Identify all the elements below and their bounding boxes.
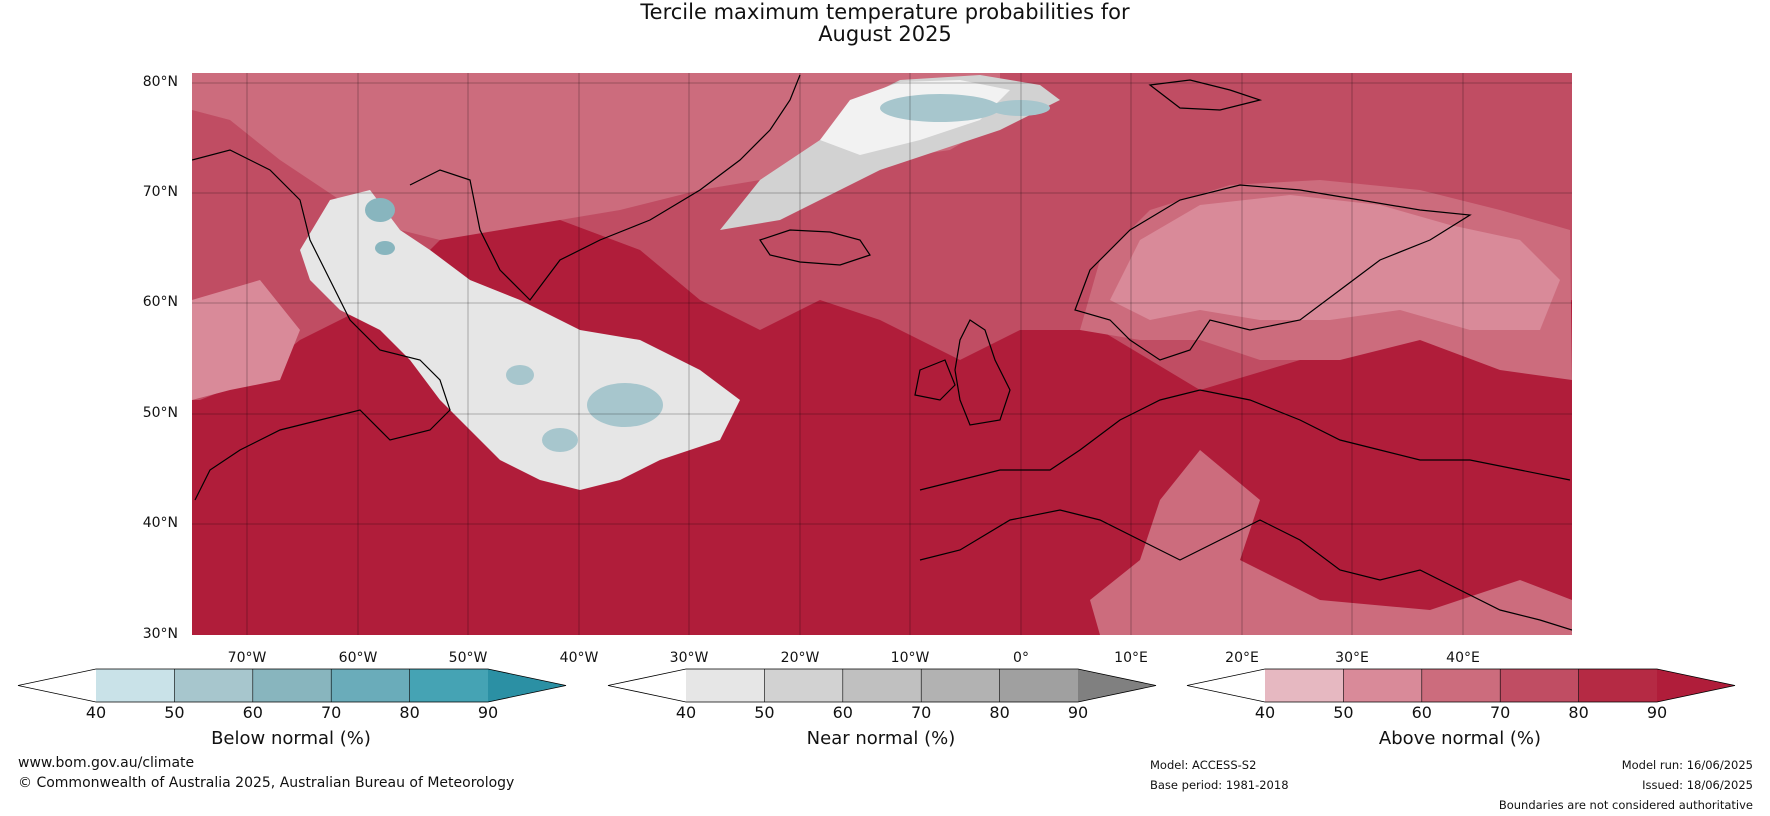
chart-title: Tercile maximum temperature probabilitie… xyxy=(640,0,1130,24)
coastline-svalbard xyxy=(1148,79,1263,111)
coastline-mediterranean xyxy=(919,509,1572,631)
above-60-region xyxy=(192,73,1000,240)
colorbar-tick-label: 70 xyxy=(1490,703,1511,722)
footer-disclaimer: Boundaries are not considered authoritat… xyxy=(1498,798,1753,812)
lon-label-0: 0° xyxy=(1013,650,1029,666)
colorbar-tick-label: 80 xyxy=(1568,703,1589,722)
below-normal-pocket-6 xyxy=(365,198,395,222)
coastline-uk xyxy=(954,319,1011,426)
below-normal-pocket-1 xyxy=(880,94,1000,122)
colorbar-outline xyxy=(17,668,567,703)
colorbar-tick-label: 60 xyxy=(1411,703,1432,722)
colorbar-outline xyxy=(607,668,1157,703)
lon-label-20e: 20°E xyxy=(1225,650,1259,666)
colorbar-tick-label: 60 xyxy=(832,703,853,722)
below-normal-pocket-5 xyxy=(506,365,534,385)
colorbar-tick-label: 50 xyxy=(164,703,185,722)
colorbar-tick-label: 80 xyxy=(399,703,420,722)
colorbar-tick-label: 50 xyxy=(1333,703,1354,722)
lon-label-30w: 30°W xyxy=(669,650,709,666)
colorbar-tick-label: 70 xyxy=(321,703,342,722)
lat-label-60n: 60°N xyxy=(142,294,178,310)
colorbar-outline xyxy=(1186,668,1736,703)
chart-subtitle: August 2025 xyxy=(818,22,952,46)
colorbar-tick-label: 70 xyxy=(911,703,932,722)
lon-label-60w: 60°W xyxy=(338,650,378,666)
lat-label-80n: 80°N xyxy=(142,74,178,90)
colorbar-extend-low xyxy=(1187,669,1265,702)
colorbar-segment xyxy=(174,669,253,702)
colorbar-tick-label: 40 xyxy=(675,703,697,722)
colorbar-segment xyxy=(409,669,488,702)
colorbar-segment xyxy=(921,669,1000,702)
lon-label-20w: 20°W xyxy=(780,650,820,666)
above-60-south-region xyxy=(1090,450,1572,635)
colorbar-title-below: Below normal (%) xyxy=(211,728,371,749)
colorbar-segment xyxy=(686,669,765,702)
lat-label-30n: 30°N xyxy=(142,626,178,642)
colorbar-tick-label: 80 xyxy=(989,703,1010,722)
footer-model-run: Model run: 16/06/2025 xyxy=(1621,758,1753,772)
colorbar-extend-high xyxy=(488,669,566,702)
colorbar-tick-label: 90 xyxy=(1067,703,1089,722)
colorbar-segment xyxy=(764,669,843,702)
footer-copyright: © Commonwealth of Australia 2025, Austra… xyxy=(18,775,515,791)
lon-label-40w: 40°W xyxy=(559,650,599,666)
colorbar-tick-label: 90 xyxy=(1646,703,1668,722)
lon-label-10w: 10°W xyxy=(890,650,930,666)
coastline-canada xyxy=(192,149,451,501)
colorbar-title-above: Above normal (%) xyxy=(1378,728,1542,749)
footer-base-period: Base period: 1981-2018 xyxy=(1150,778,1289,792)
lon-label-10e: 10°E xyxy=(1114,650,1148,666)
colorbar-segment xyxy=(96,669,175,702)
colorbar-below-normal xyxy=(17,668,567,703)
map-area xyxy=(192,73,1572,635)
colorbar-extend-high xyxy=(1657,669,1735,702)
colorbar-segment xyxy=(1500,669,1579,702)
lon-label-40e: 40°E xyxy=(1446,650,1480,666)
colorbar-segment xyxy=(1578,669,1657,702)
coastline-greenland xyxy=(409,74,801,301)
below-normal-pocket-3 xyxy=(587,383,663,427)
colorbar-tick-label: 40 xyxy=(1254,703,1276,722)
colorbar-segment xyxy=(1343,669,1422,702)
footer-website[interactable]: www.bom.gov.au/climate xyxy=(18,755,195,771)
colorbar-extend-low xyxy=(608,669,686,702)
coastline-ireland xyxy=(914,359,956,401)
colorbar-segment xyxy=(1421,669,1501,702)
below-normal-pocket-7 xyxy=(375,241,395,255)
colorbar-segment xyxy=(252,669,332,702)
lat-label-40n: 40°N xyxy=(142,515,178,531)
colorbar-segment xyxy=(331,669,410,702)
colorbar-tick-label: 90 xyxy=(477,703,499,722)
lat-label-50n: 50°N xyxy=(142,405,178,421)
above-50-west xyxy=(192,280,300,400)
coastline-scandinavia xyxy=(1074,184,1472,361)
colorbar-tick-label: 60 xyxy=(242,703,263,722)
lon-label-50w: 50°W xyxy=(448,650,488,666)
footer-issued: Issued: 18/06/2025 xyxy=(1642,778,1753,792)
colorbar-tick-label: 40 xyxy=(85,703,107,722)
lat-label-70n: 70°N xyxy=(142,184,178,200)
coastline-iceland xyxy=(759,229,871,266)
colorbar-tick-label: 50 xyxy=(754,703,775,722)
lon-label-30e: 30°E xyxy=(1335,650,1369,666)
graticule xyxy=(192,73,1572,635)
below-normal-pocket-4 xyxy=(542,428,578,452)
colorbar-extend-high xyxy=(1078,669,1156,702)
colorbar-segment xyxy=(842,669,922,702)
colorbar-above-normal xyxy=(1186,668,1736,703)
coastline-europe xyxy=(919,389,1571,491)
colorbar-segment xyxy=(999,669,1078,702)
lon-label-70w: 70°W xyxy=(227,650,267,666)
below-normal-pocket-2 xyxy=(990,100,1050,116)
colorbar-extend-low xyxy=(18,669,96,702)
colorbar-segment xyxy=(1265,669,1344,702)
colorbar-near-normal xyxy=(607,668,1157,703)
footer-model: Model: ACCESS-S2 xyxy=(1150,758,1257,772)
colorbar-title-near: Near normal (%) xyxy=(806,728,956,749)
